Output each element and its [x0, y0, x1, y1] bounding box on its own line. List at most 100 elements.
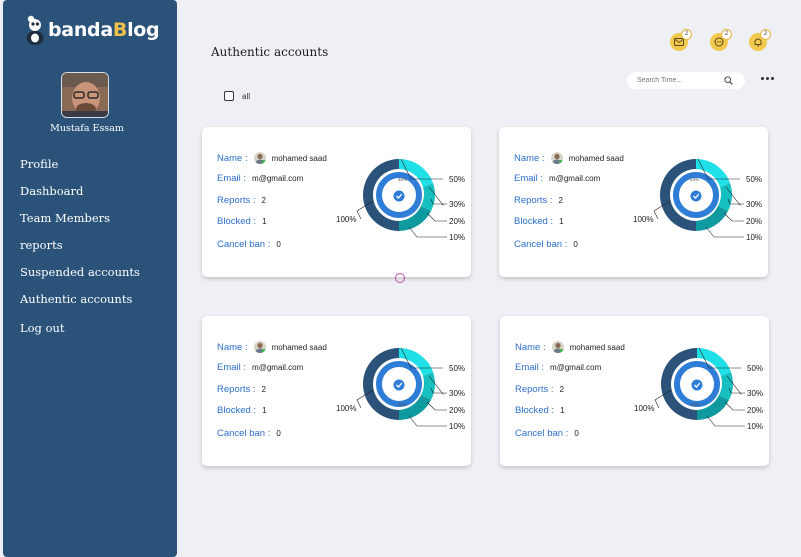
sidebar-item-profile[interactable]: Profile: [20, 157, 59, 171]
blocked-label: Blocked :: [515, 405, 555, 416]
donut-outer-teal: [719, 372, 733, 400]
donut-wrap: 46% 50% 30% 20% 10% 100%: [331, 147, 466, 252]
notifications-button[interactable]: 2: [749, 29, 771, 51]
donut-label-100: 100%: [336, 215, 356, 224]
user-name: Mustafa Essam: [50, 123, 124, 134]
cancel-ban-value: 0: [574, 429, 579, 438]
messages-badge: 2: [721, 29, 732, 40]
avatar[interactable]: [61, 72, 109, 118]
email-label: Email :: [515, 362, 545, 373]
donut-outer-teal: [421, 183, 435, 211]
verified-badge-icon: [691, 379, 703, 391]
sidebar-item-authentic-accounts[interactable]: Authentic accounts: [20, 292, 133, 306]
donut-label-20: 20%: [747, 406, 763, 415]
name-label: Name :: [514, 152, 545, 164]
donut-center-pct: 63%: [690, 177, 699, 182]
account-card[interactable]: Name : mohamed saad Email : m@gmail.com R…: [500, 316, 769, 466]
donut-label-50: 50%: [746, 175, 762, 184]
donut-wrap: 94% 50% 30% 20% 10% 100%: [331, 336, 466, 441]
email-value: m@gmail.com: [252, 174, 304, 183]
donut-label-30: 30%: [746, 200, 762, 209]
sidebar-item-team-members[interactable]: Team Members: [20, 211, 111, 225]
account-card[interactable]: Name : mohamed saad Email : m@gmail.com R…: [499, 127, 768, 277]
donut-outer-dark: [660, 159, 696, 231]
panda-icon: [26, 15, 44, 45]
email-label: Email :: [217, 362, 247, 373]
reports-value: 2: [261, 196, 266, 205]
email-value: m@gmail.com: [252, 363, 304, 372]
email-row: Email : m@gmail.com: [514, 173, 600, 184]
messages-button[interactable]: 2: [710, 29, 732, 51]
verified-badge-icon: [690, 190, 702, 202]
email-value: m@gmail.com: [549, 174, 601, 183]
sidebar-nav: Profile Dashboard Team Members reports S…: [20, 152, 140, 343]
account-donut-chart: 85% 50% 30% 20% 10% 100%: [634, 347, 763, 431]
name-row: Name : mohamed saad: [217, 341, 327, 353]
cancel-ban-label: Cancel ban :: [217, 239, 271, 250]
mail-icon: [674, 38, 684, 46]
name-label: Name :: [515, 341, 546, 353]
verified-badge-icon: [393, 190, 405, 202]
email-row: Email : m@gmail.com: [217, 173, 303, 184]
sidebar-item-dashboard[interactable]: Dashboard: [20, 184, 84, 198]
donut-outer-teal-dark: [696, 206, 728, 231]
blocked-row: Blocked : 1: [515, 405, 565, 416]
donut-outer-cyan: [697, 347, 731, 376]
account-donut-chart: 94% 50% 30% 20% 10% 100%: [336, 347, 465, 431]
user-avatar-icon: [253, 152, 266, 164]
cancel-ban-label: Cancel ban :: [515, 428, 569, 439]
donut-outer-teal-dark: [399, 395, 431, 420]
donut-label-20: 20%: [449, 217, 465, 226]
donut-outer-teal-dark: [399, 206, 431, 231]
donut-label-50: 50%: [449, 364, 465, 373]
sidebar: bandaBlog Mustafa Essam Profile Dashboar…: [3, 0, 177, 557]
donut-label-30: 30%: [449, 200, 465, 209]
select-all-checkbox[interactable]: [224, 91, 234, 101]
email-label: Email :: [217, 173, 247, 184]
user-avatar-icon: [551, 341, 564, 353]
reports-row: Reports : 2: [217, 384, 266, 395]
name-value: mohamed saad: [271, 342, 327, 352]
verified-badge-icon: [393, 379, 405, 391]
blocked-label: Blocked :: [217, 216, 257, 227]
donut-label-30: 30%: [747, 389, 763, 398]
donut-label-100: 100%: [336, 404, 356, 413]
search-bar: [627, 72, 745, 89]
sidebar-item-suspended-accounts[interactable]: Suspended accounts: [20, 265, 140, 279]
donut-label-10: 10%: [747, 422, 763, 431]
reports-label: Reports :: [515, 384, 554, 395]
cancel-ban-value: 0: [573, 240, 578, 249]
reports-label: Reports :: [217, 195, 256, 206]
email-value: m@gmail.com: [550, 363, 602, 372]
blocked-value: 1: [560, 406, 565, 415]
name-row: Name : mohamed saad: [515, 341, 625, 353]
cancel-ban-row: Cancel ban : 0: [217, 428, 281, 439]
donut-outer-teal: [718, 183, 732, 211]
more-options-button[interactable]: [761, 77, 774, 80]
chat-icon: [714, 37, 724, 47]
search-icon[interactable]: [724, 76, 733, 85]
donut-label-20: 20%: [746, 217, 762, 226]
cancel-ban-row: Cancel ban : 0: [514, 239, 578, 250]
user-avatar-icon: [253, 341, 266, 353]
logo[interactable]: bandaBlog: [25, 14, 160, 46]
cursor-indicator: [395, 273, 405, 283]
blocked-value: 1: [262, 217, 267, 226]
search-input[interactable]: [635, 76, 719, 85]
account-card[interactable]: Name : mohamed saad Email : m@gmail.com R…: [202, 316, 471, 466]
email-row: Email : m@gmail.com: [217, 362, 303, 373]
account-card[interactable]: Name : mohamed saad Email : m@gmail.com R…: [202, 127, 471, 277]
donut-label-100: 100%: [633, 215, 653, 224]
donut-outer-cyan: [696, 158, 730, 187]
reports-value: 2: [558, 196, 563, 205]
blocked-label: Blocked :: [217, 405, 257, 416]
account-donut-chart: 46% 50% 30% 20% 10% 100%: [336, 158, 465, 242]
donut-outer-teal-dark: [697, 395, 729, 420]
cancel-ban-label: Cancel ban :: [217, 428, 271, 439]
sidebar-item-reports[interactable]: reports: [20, 238, 63, 252]
donut-label-20: 20%: [449, 406, 465, 415]
sidebar-item-logout[interactable]: Log out: [20, 321, 65, 335]
mail-button[interactable]: 2: [670, 29, 692, 51]
donut-outer-dark: [363, 159, 399, 231]
donut-outer-cyan: [399, 158, 433, 187]
